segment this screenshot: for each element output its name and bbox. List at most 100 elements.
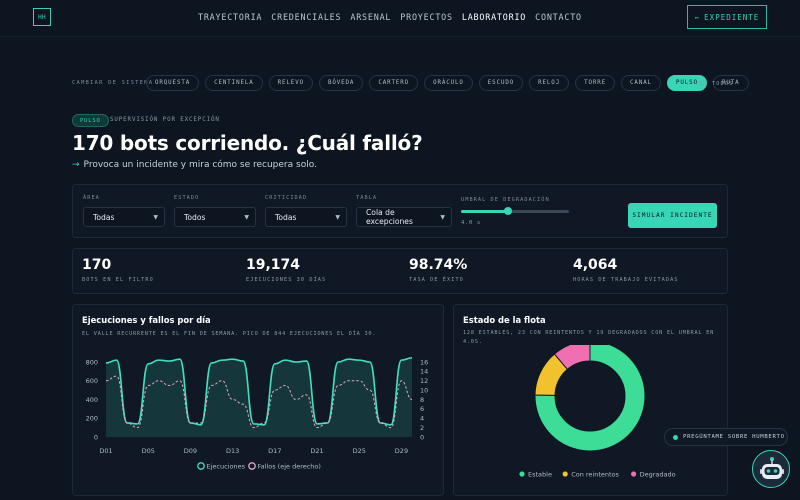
x-tick-label: D01 bbox=[99, 447, 112, 455]
expediente-button[interactable]: ← EXPEDIENTE bbox=[687, 5, 767, 29]
fleet-chart-title: Estado de la flota bbox=[463, 315, 546, 325]
x-tick-label: D09 bbox=[184, 447, 197, 455]
estado-value: Todos bbox=[184, 212, 206, 222]
system-chip[interactable]: CANAL bbox=[621, 75, 661, 91]
site-logo[interactable]: HH bbox=[33, 8, 51, 26]
chevron-down-icon: ▼ bbox=[153, 213, 158, 221]
system-chip[interactable]: CARTERO bbox=[369, 75, 419, 91]
stat-value: 98.74% bbox=[409, 257, 468, 273]
legend-swatch bbox=[562, 471, 568, 477]
system-chip[interactable]: RELEVO bbox=[268, 75, 313, 91]
donut-slice-estable[interactable] bbox=[534, 345, 646, 452]
legend-fails-label[interactable]: Fallos (eje derecho) bbox=[258, 463, 321, 471]
criticidad-label: CRITICIDAD bbox=[265, 195, 308, 201]
system-chip[interactable]: ESCUDO bbox=[478, 75, 524, 91]
stat-hours-saved: 4,064 HORAS DE TRABAJO EVITADAS bbox=[573, 257, 679, 283]
page-subtitle: → Provoca un incidente y mira cómo se rec… bbox=[72, 160, 317, 170]
assistant-avatar[interactable] bbox=[752, 450, 790, 488]
ask-assistant-button[interactable]: PREGÚNTAME SOBRE HUMBERTO bbox=[664, 428, 788, 446]
system-chip[interactable]: TORRE bbox=[575, 75, 616, 91]
x-tick-label: D05 bbox=[142, 447, 155, 455]
y-left-tick-label: 800 bbox=[86, 358, 98, 366]
stat-label: TASA DE ÉXITO bbox=[409, 277, 464, 283]
donut-slice-degradado[interactable] bbox=[553, 345, 591, 370]
header-divider bbox=[0, 36, 800, 37]
nav-item-trayectoria[interactable]: TRAYECTORIA bbox=[198, 12, 263, 22]
stat-bots: 170 BOTS EN EL FILTRO bbox=[82, 257, 154, 283]
y-right-tick-label: 4 bbox=[420, 415, 424, 423]
y-right-tick-label: 0 bbox=[420, 433, 424, 441]
simulate-incident-button[interactable]: SIMULAR INCIDENTE bbox=[628, 203, 717, 228]
criticidad-select[interactable]: Todas ▼ bbox=[265, 207, 347, 227]
stat-value: 4,064 bbox=[573, 257, 618, 273]
y-left-tick-label: 200 bbox=[86, 415, 98, 423]
stat-value: 19,174 bbox=[246, 257, 301, 273]
system-badge: PULSO bbox=[72, 114, 109, 127]
legend-label[interactable]: Degradado bbox=[640, 471, 676, 479]
y-right-tick-label: 6 bbox=[420, 405, 424, 413]
chevron-down-icon: ▼ bbox=[335, 213, 340, 221]
x-tick-label: D29 bbox=[395, 447, 408, 455]
fleet-donut-chart: Estable Con reintentos Degradado bbox=[519, 345, 676, 479]
x-tick-label: D17 bbox=[268, 447, 281, 455]
system-chip[interactable]: CENTINELA bbox=[205, 75, 263, 91]
legend-swatch bbox=[519, 471, 525, 477]
y-right-tick-label: 16 bbox=[420, 358, 428, 366]
legend-runs-label[interactable]: Ejecuciones bbox=[207, 463, 246, 471]
legend-label[interactable]: Con reintentos bbox=[571, 471, 619, 479]
fails-line bbox=[105, 375, 413, 429]
nav-item-credenciales[interactable]: CREDENCIALES bbox=[271, 12, 342, 22]
system-selector-label: CAMBIAR DE SISTEMA bbox=[72, 80, 154, 86]
umbral-value: 4.0 s bbox=[461, 220, 481, 226]
stat-label: EJECUCIONES 30 DÍAS bbox=[246, 277, 327, 283]
nav-item-laboratorio[interactable]: LABORATORIO bbox=[461, 12, 527, 22]
nav-item-proyectos[interactable]: PROYECTOS bbox=[400, 12, 453, 22]
system-tagline: SUPERVISIÓN POR EXCEPCIÓN bbox=[110, 117, 220, 123]
runs-chart-panel bbox=[72, 304, 444, 496]
view-all-link[interactable]: ↑ VER TODOS bbox=[686, 81, 734, 87]
tabla-label: TABLA bbox=[356, 195, 378, 201]
x-tick-label: D25 bbox=[353, 447, 366, 455]
area-value: Todas bbox=[93, 212, 115, 222]
runs-area bbox=[106, 357, 412, 437]
status-dot-icon bbox=[673, 434, 678, 440]
area-select[interactable]: Todas ▼ bbox=[83, 207, 165, 227]
stat-label: HORAS DE TRABAJO EVITADAS bbox=[573, 277, 679, 283]
y-right-tick-label: 12 bbox=[420, 377, 428, 385]
system-chip[interactable]: RUTA bbox=[712, 75, 749, 91]
chevron-down-icon: ▼ bbox=[244, 213, 249, 221]
stat-success-rate: 98.74% TASA DE ÉXITO bbox=[409, 257, 467, 283]
legend-runs-swatch bbox=[197, 462, 205, 470]
y-right-tick-label: 2 bbox=[420, 424, 424, 432]
criticidad-value: Todas bbox=[275, 212, 297, 222]
system-chip[interactable]: BÓVEDA bbox=[318, 75, 364, 91]
legend-swatch bbox=[631, 471, 637, 477]
umbral-slider-handle[interactable] bbox=[504, 207, 512, 215]
runs-chart-subtitle: EL VALLE RECURRENTE ES EL FIN DE SEMANA.… bbox=[82, 331, 377, 337]
legend-fails-swatch bbox=[248, 462, 256, 470]
stat-value: 170 bbox=[82, 257, 112, 273]
y-right-tick-label: 10 bbox=[420, 386, 428, 394]
system-chip[interactable]: RELOJ bbox=[529, 75, 570, 91]
stat-label: BOTS EN EL FILTRO bbox=[82, 277, 154, 283]
estado-select[interactable]: Todos ▼ bbox=[174, 207, 256, 227]
system-chip[interactable]: ORQUESTA bbox=[146, 75, 200, 91]
system-chip[interactable]: ORÁCULO bbox=[424, 75, 473, 91]
stat-executions: 19,174 EJECUCIONES 30 DÍAS bbox=[246, 257, 326, 283]
area-label: ÁREA bbox=[83, 195, 100, 201]
ask-assistant-label: PREGÚNTAME SOBRE HUMBERTO bbox=[683, 434, 785, 440]
legend-label[interactable]: Estable bbox=[528, 471, 552, 479]
tabla-select[interactable]: Cola de excepciones ▼ bbox=[356, 207, 452, 227]
chevron-down-icon: ▼ bbox=[440, 213, 445, 221]
umbral-label: UMBRAL DE DEGRADACIÓN bbox=[461, 197, 550, 203]
system-chip-list: ORQUESTA CENTINELA RELEVO BÓVEDA CARTERO ORÁC… bbox=[146, 75, 749, 91]
y-right-tick-label: 8 bbox=[420, 396, 424, 404]
nav-item-contacto[interactable]: CONTACTO bbox=[535, 12, 582, 22]
tabla-value: Cola de excepciones bbox=[366, 208, 413, 226]
page-title: 170 bots corriendo. ¿Cuál falló? bbox=[72, 131, 423, 155]
system-chip[interactable]: PULSO bbox=[667, 75, 707, 91]
expediente-label: EXPEDIENTE bbox=[704, 12, 760, 22]
nav-item-arsenal[interactable]: ARSENAL bbox=[350, 12, 392, 22]
umbral-slider-track[interactable] bbox=[461, 210, 569, 213]
